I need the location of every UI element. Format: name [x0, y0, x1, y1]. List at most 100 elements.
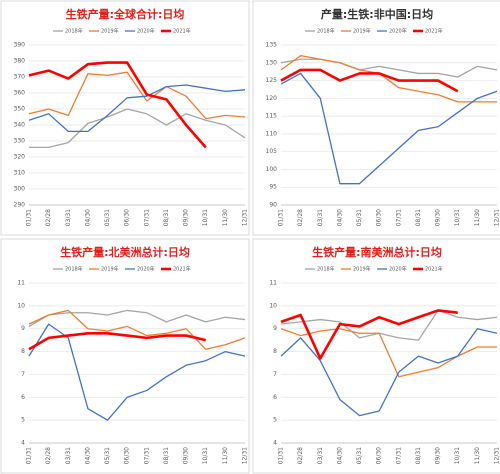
y-tick-label: 6 — [273, 394, 277, 401]
x-tick-label: 05/31 — [104, 447, 111, 464]
x-tick-label: 10/31 — [454, 447, 461, 464]
legend-label: 2020年 — [389, 266, 407, 273]
x-tick-label: 10/31 — [202, 447, 209, 464]
x-tick-label: 05/31 — [104, 209, 111, 226]
x-tick-label: 08/31 — [163, 447, 170, 464]
y-tick-label: 9 — [21, 325, 25, 332]
chart-panel: 生铁产量:南美洲总计:日均 2018年 2019年 2020年 2021年 4 5 6 7 8 9 1… — [252, 238, 500, 474]
legend-label: 2018年 — [317, 28, 335, 35]
y-tick-label: 115 — [266, 113, 278, 120]
y-tick-label: 105 — [266, 148, 278, 155]
chart-title: 产量:生铁:非中国:日均 — [321, 7, 433, 21]
y-tick-label: 380 — [14, 58, 26, 65]
y-tick-label: 95 — [269, 184, 277, 191]
panel-border — [0, 238, 250, 474]
y-tick-label: 10 — [269, 302, 277, 309]
y-tick-label: 7 — [273, 371, 277, 378]
legend-label: 2021年 — [173, 266, 191, 273]
x-tick-label: 12/31 — [494, 447, 500, 464]
x-tick-label: 04/30 — [336, 447, 343, 464]
x-tick-label: 01/31 — [278, 447, 285, 464]
x-tick-label: 10/31 — [202, 209, 209, 226]
y-tick-label: 7 — [21, 371, 25, 378]
y-tick-label: 390 — [14, 42, 26, 49]
chart-title: 生铁产量:北美洲总计:日均 — [60, 245, 190, 259]
chart-title: 生铁产量:全球合计:日均 — [66, 7, 185, 21]
y-tick-label: 5 — [273, 417, 277, 424]
legend-label: 2018年 — [317, 266, 335, 273]
x-tick-label: 08/31 — [415, 447, 422, 464]
y-tick-label: 6 — [21, 394, 25, 401]
y-tick-label: 370 — [14, 74, 26, 81]
y-tick-label: 340 — [14, 122, 26, 129]
y-tick-label: 135 — [266, 42, 278, 49]
x-tick-label: 04/30 — [84, 447, 91, 464]
x-tick-label: 03/31 — [65, 447, 72, 464]
x-tick-label: 12/31 — [242, 447, 249, 464]
x-tick-label: 11/30 — [222, 209, 229, 226]
x-tick-label: 06/30 — [124, 447, 131, 464]
series-line — [280, 309, 498, 341]
x-tick-label: 03/31 — [317, 209, 324, 226]
series-line — [28, 84, 246, 133]
chart-panel: 生铁产量:北美洲总计:日均 2018年 2019年 2020年 2021年 4 5 6 7 8 9 1… — [0, 238, 250, 474]
x-tick-label: 01/31 — [278, 209, 285, 226]
series-line — [28, 309, 246, 350]
x-tick-label: 06/30 — [376, 209, 383, 226]
x-tick-label: 03/31 — [317, 447, 324, 464]
series-line — [280, 328, 497, 378]
x-tick-label: 03/31 — [65, 209, 72, 226]
y-tick-label: 310 — [14, 170, 26, 177]
y-tick-label: 10 — [17, 302, 25, 309]
y-tick-label: 125 — [266, 77, 278, 84]
x-tick-label: 12/31 — [242, 209, 249, 226]
x-tick-label: 02/28 — [45, 209, 52, 226]
legend-label: 2020年 — [137, 266, 155, 273]
y-tick-label: 90 — [269, 202, 277, 209]
chart-title: 生铁产量:南美洲总计:日均 — [312, 245, 442, 259]
x-tick-label: 02/28 — [297, 447, 304, 464]
x-tick-label: 07/31 — [143, 447, 150, 464]
y-tick-label: 11 — [269, 280, 277, 287]
y-tick-label: 8 — [273, 348, 277, 355]
series-line — [28, 71, 246, 120]
x-tick-label: 05/31 — [356, 447, 363, 464]
series-line — [280, 328, 498, 417]
legend-label: 2018年 — [65, 28, 83, 35]
x-tick-label: 01/31 — [26, 447, 33, 464]
y-tick-label: 5 — [21, 417, 25, 424]
panel-border — [252, 0, 500, 236]
chart-panel: 产量:生铁:非中国:日均 2018年 2019年 2020年 2021年 90 95 100 1… — [252, 0, 500, 236]
legend-label: 2019年 — [101, 266, 119, 273]
series-line — [280, 68, 459, 93]
panel-border — [252, 238, 500, 474]
legend-label: 2019年 — [353, 266, 371, 273]
y-tick-label: 8 — [21, 348, 25, 355]
series-line — [28, 331, 207, 351]
x-tick-label: 02/28 — [45, 447, 52, 464]
x-tick-label: 10/31 — [454, 209, 461, 226]
x-tick-label: 06/30 — [376, 447, 383, 464]
y-tick-label: 4 — [21, 440, 25, 447]
series-line — [280, 72, 498, 185]
x-tick-label: 08/31 — [163, 209, 170, 226]
legend-label: 2021年 — [425, 28, 443, 35]
y-tick-label: 330 — [14, 138, 26, 145]
legend-label: 2020年 — [389, 28, 407, 35]
x-tick-label: 01/31 — [26, 209, 33, 226]
x-tick-label: 09/30 — [183, 209, 190, 226]
x-tick-label: 12/31 — [494, 209, 500, 226]
y-tick-label: 4 — [273, 440, 277, 447]
y-tick-label: 360 — [14, 90, 26, 97]
legend-label: 2018年 — [65, 266, 83, 273]
legend-label: 2019年 — [101, 28, 119, 35]
x-tick-label: 04/30 — [336, 209, 343, 226]
y-tick-label: 9 — [273, 325, 277, 332]
x-tick-label: 11/30 — [222, 447, 229, 464]
legend-label: 2021年 — [425, 266, 443, 273]
series-line — [280, 55, 497, 103]
x-tick-label: 11/30 — [474, 209, 481, 226]
y-tick-label: 290 — [14, 202, 26, 209]
series-line — [29, 108, 246, 149]
